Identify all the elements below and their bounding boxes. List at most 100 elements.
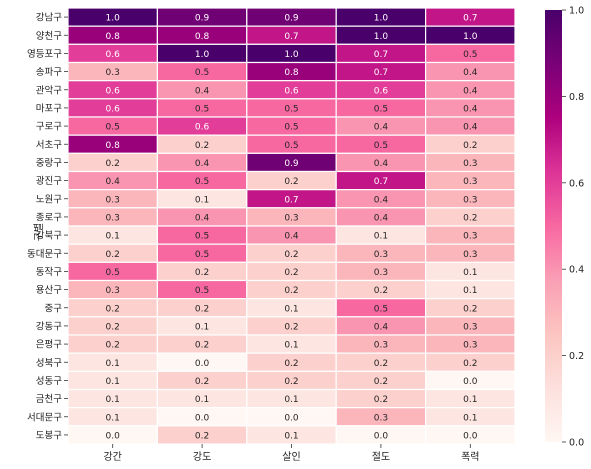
cell-value-label: 0.0 (284, 413, 299, 423)
cell-value-label: 0.5 (374, 141, 388, 151)
cell-value-label: 0.8 (106, 32, 121, 42)
cell-value-label: 0.6 (374, 86, 389, 96)
cell-value-label: 0.6 (106, 50, 121, 60)
row-tick-label: 관악구 (36, 84, 62, 96)
row-tick-label: 성북구 (36, 358, 62, 369)
row-tick-label: 마포구 (36, 103, 62, 114)
cell-value-label: 0.4 (374, 213, 389, 223)
cell-value-label: 0.2 (195, 141, 209, 151)
heatmap-cell-labels: 1.0 0.9 0.9 1.0 0.7 0.8 0.8 0.7 1.0 1.0 0.6 1.0 1.0 0… (106, 14, 478, 442)
cell-value-label: 0.2 (195, 268, 209, 278)
cell-value-label: 0.3 (374, 341, 388, 351)
cell-value-label: 0.4 (374, 159, 389, 169)
cell-value-label: 0.1 (106, 377, 120, 387)
column-tick-label: 살인 (282, 451, 300, 463)
cell-value-label: 0.2 (463, 141, 477, 151)
cell-value-label: 0.4 (195, 159, 210, 169)
cell-value-label: 0.4 (463, 68, 478, 78)
cell-value-label: 0.1 (463, 268, 477, 278)
row-tick-label: 노원구 (36, 194, 62, 205)
cell-value-label: 0.4 (374, 195, 389, 205)
cell-value-label: 0.5 (195, 250, 209, 260)
row-tick-label: 동작구 (36, 267, 62, 278)
row-tick-label: 강남구 (36, 13, 62, 24)
cell-value-label: 0.4 (195, 213, 210, 223)
cell-value-label: 0.1 (106, 395, 120, 405)
colorbar-tick-label: 0.0 (569, 438, 584, 449)
cell-value-label: 0.2 (106, 322, 120, 332)
cell-value-label: 0.2 (106, 159, 120, 169)
row-tick-label: 금천구 (36, 394, 62, 405)
cell-value-label: 0.5 (195, 68, 209, 78)
cell-value-label: 0.8 (106, 141, 121, 151)
row-tick-label: 동대문구 (27, 249, 62, 260)
cell-value-label: 0.1 (284, 431, 298, 441)
cell-value-label: 0.3 (463, 177, 477, 187)
row-tick-label: 서초구 (36, 140, 62, 151)
column-tick-label: 폭력 (461, 451, 479, 463)
row-tick-label: 도봉구 (36, 430, 62, 441)
cell-value-label: 0.3 (374, 250, 388, 260)
cell-value-label: 0.0 (374, 431, 389, 441)
cell-value-label: 0.4 (374, 322, 389, 332)
cell-value-label: 0.3 (463, 341, 477, 351)
cell-value-label: 0.1 (106, 413, 120, 423)
cell-value-label: 1.0 (106, 14, 121, 24)
cell-value-label: 0.2 (284, 286, 298, 296)
row-tick-label: 강동구 (36, 321, 62, 332)
row-tick-label: 종로구 (36, 212, 62, 223)
cell-value-label: 0.2 (284, 177, 298, 187)
column-tick-label: 강도 (193, 451, 211, 463)
row-tick-label: 영등포구 (27, 49, 62, 60)
row-tick-label: 강북구 (36, 231, 62, 242)
cell-value-label: 0.6 (106, 104, 121, 114)
cell-value-label: 0.3 (106, 286, 120, 296)
cell-value-label: 0.3 (374, 413, 388, 423)
cell-value-label: 0.5 (195, 232, 209, 242)
cell-value-label: 0.8 (195, 32, 210, 42)
column-tick-label: 강간 (103, 451, 121, 463)
colorbar (545, 10, 562, 442)
cell-value-label: 0.4 (374, 123, 389, 133)
colorbar-tick-labels: 0.0 0.2 0.4 0.6 0.8 1.0 (562, 6, 584, 449)
cell-value-label: 0.3 (463, 322, 477, 332)
cell-value-label: 0.1 (284, 395, 298, 405)
cell-value-label: 0.7 (374, 177, 388, 187)
row-tick-label: 구로구 (36, 122, 62, 133)
cell-value-label: 0.9 (195, 14, 210, 24)
cell-value-label: 0.0 (463, 377, 478, 387)
cell-value-label: 0.2 (106, 341, 120, 351)
row-tick-label: 중랑구 (36, 157, 62, 169)
colorbar-tick-label: 0.6 (569, 178, 584, 189)
colorbar-tick-label: 0.4 (569, 265, 584, 276)
cell-value-label: 0.3 (463, 232, 477, 242)
cell-value-label: 0.5 (284, 123, 298, 133)
cell-value-label: 0.2 (284, 359, 298, 369)
row-tick-label: 서대문구 (27, 412, 62, 423)
cell-value-label: 0.2 (284, 377, 298, 387)
cell-value-label: 0.7 (463, 14, 477, 24)
cell-value-label: 1.0 (195, 50, 210, 60)
row-tick-label: 송파구 (36, 67, 62, 78)
cell-value-label: 1.0 (374, 14, 389, 24)
cell-value-label: 0.1 (463, 413, 477, 423)
cell-value-label: 0.2 (463, 213, 477, 223)
column-tick-labels: 강간 강도 살인 절도 폭력 (103, 444, 480, 463)
cell-value-label: 0.1 (195, 322, 209, 332)
row-tick-label: 성동구 (36, 376, 62, 387)
cell-value-label: 0.2 (106, 304, 120, 314)
cell-value-label: 0.5 (195, 177, 209, 187)
cell-value-label: 0.3 (374, 268, 388, 278)
cell-value-label: 1.0 (463, 32, 478, 42)
row-tick-labels: 강남구양천구영등포구송파구관악구마포구구로구서초구중랑구광진구노원구종로구강북구… (27, 13, 68, 441)
cell-value-label: 0.5 (374, 304, 388, 314)
colorbar-tick-label: 0.2 (569, 351, 584, 362)
cell-value-label: 0.3 (284, 213, 298, 223)
cell-value-label: 0.6 (195, 123, 210, 133)
cell-value-label: 0.2 (463, 304, 477, 314)
column-tick-label: 절도 (372, 450, 390, 463)
cell-value-label: 0.9 (284, 159, 299, 169)
cell-value-label: 0.0 (106, 431, 121, 441)
cell-value-label: 0.5 (195, 104, 209, 114)
heatmap-cells (67, 7, 516, 445)
